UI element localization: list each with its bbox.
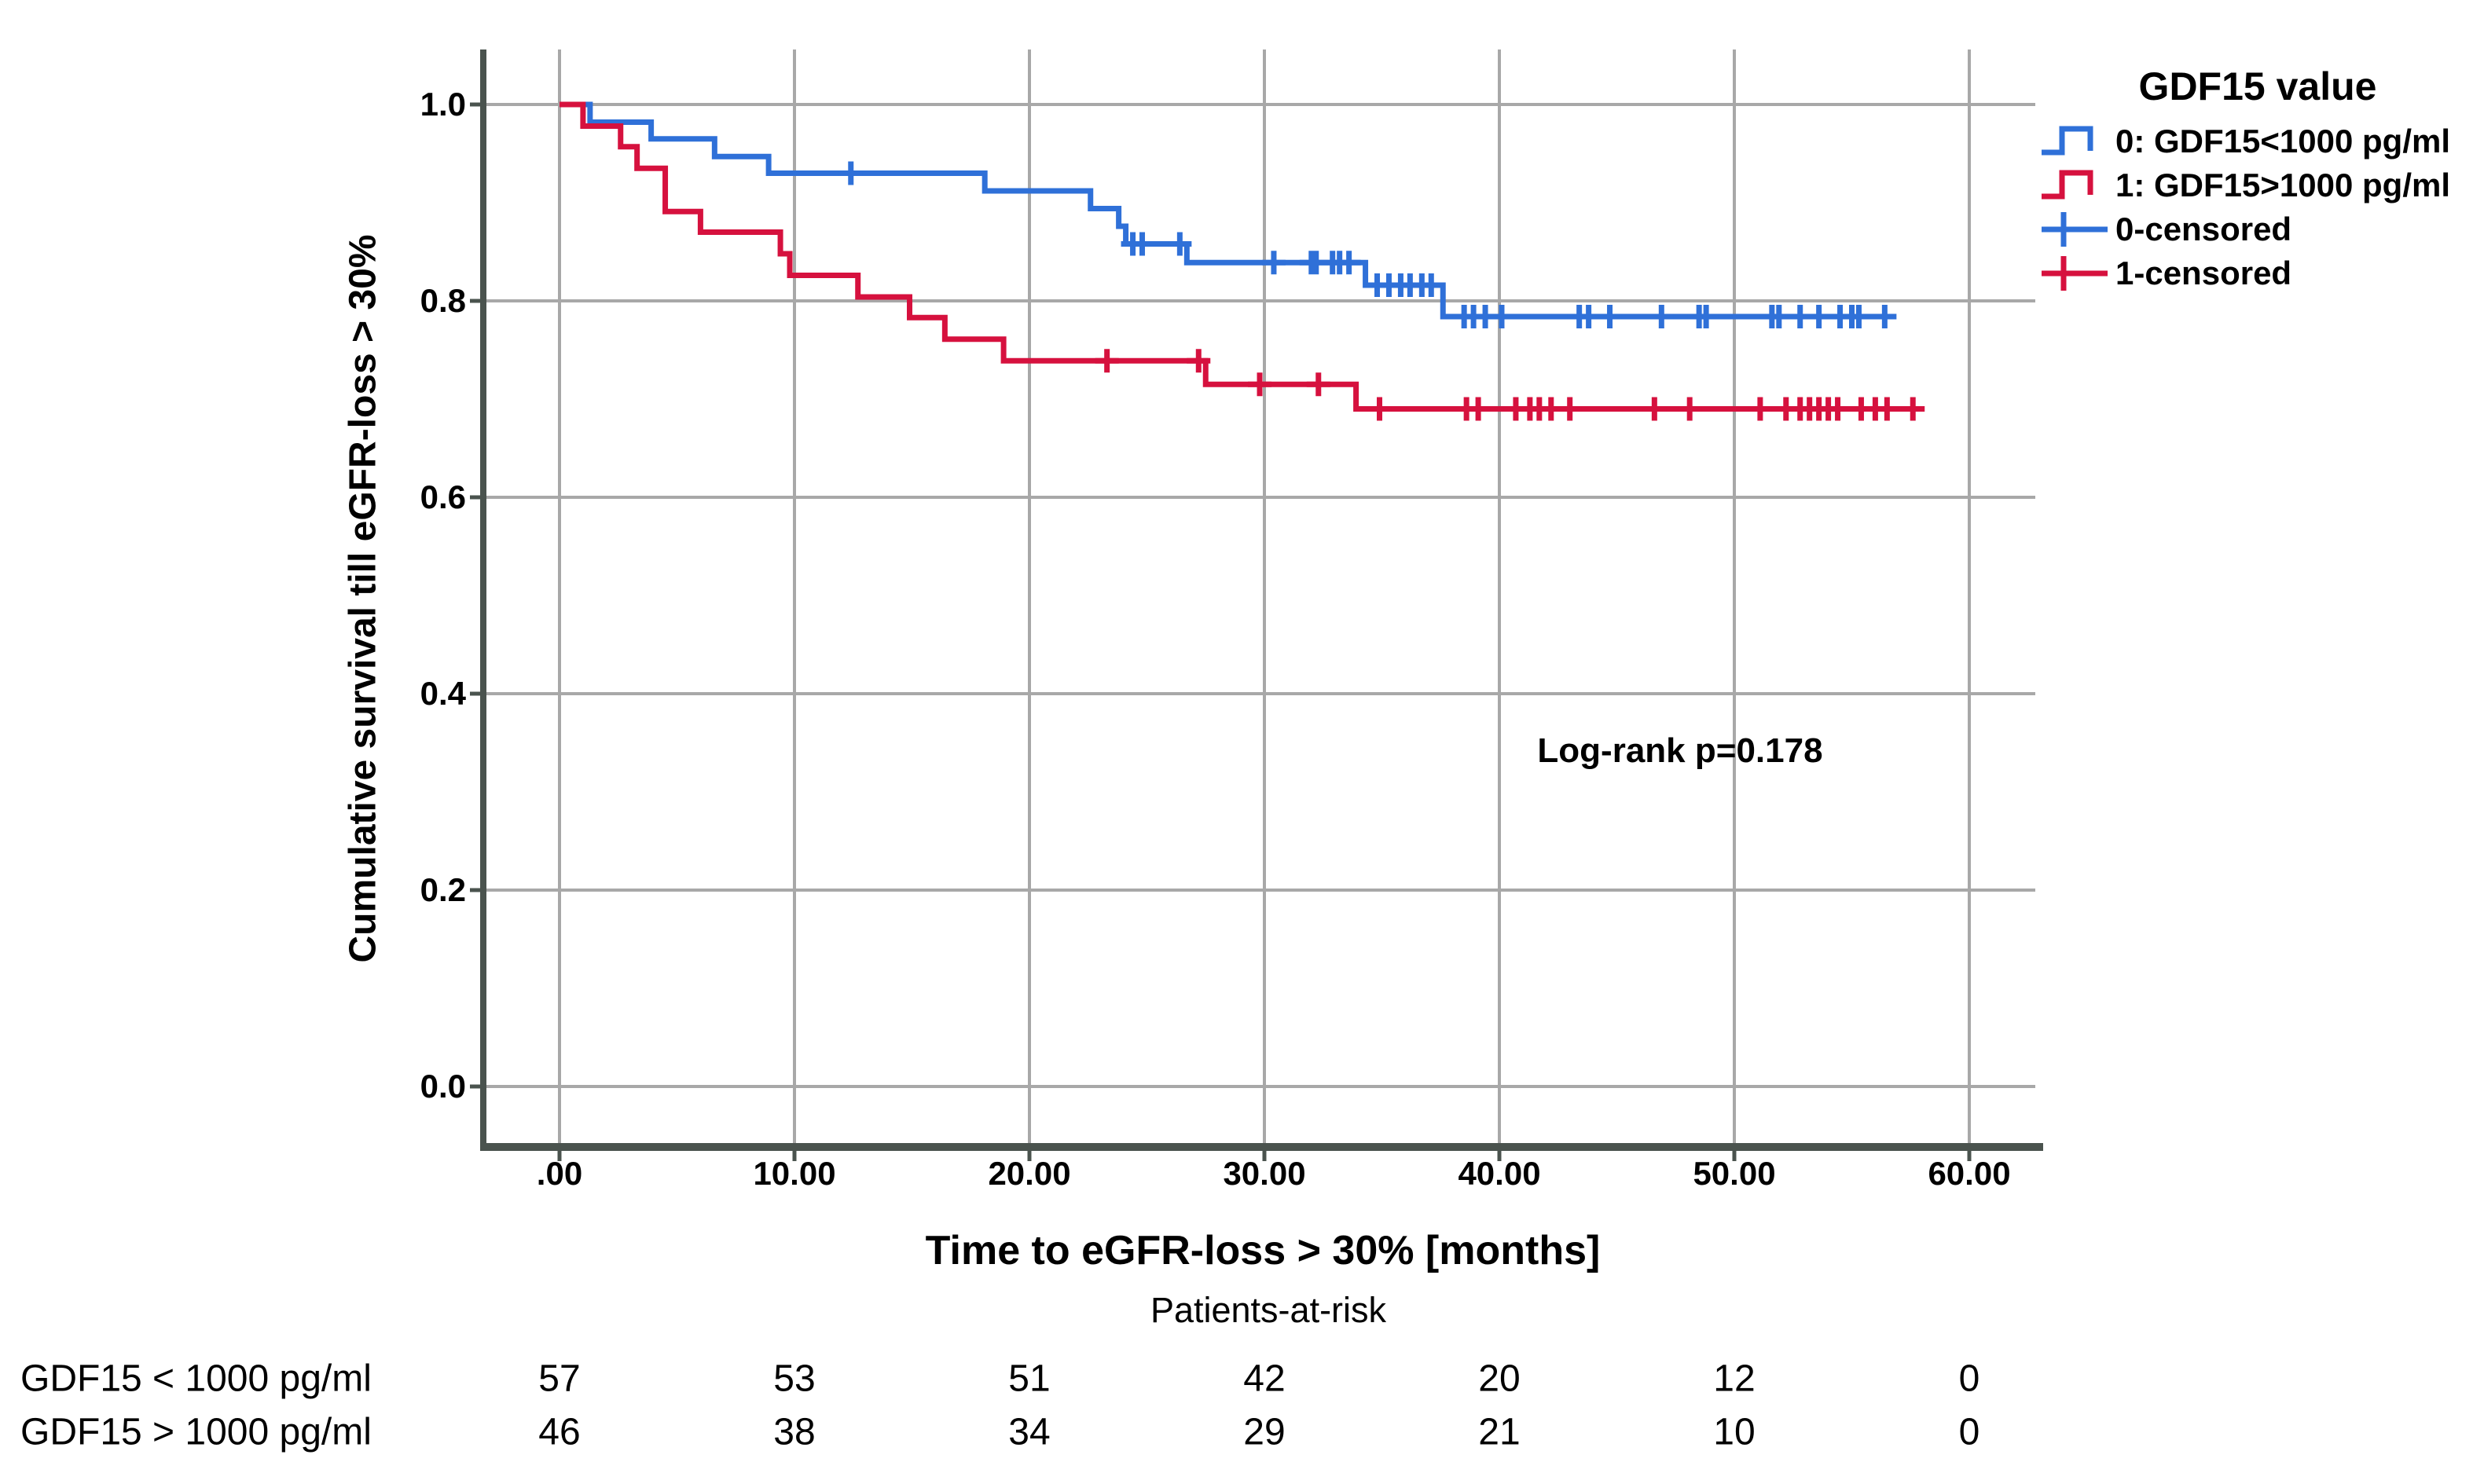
legend-entry: 1: GDF15>1000 pg/ml — [2027, 163, 2484, 207]
y-tick-label: 0.0 — [420, 1068, 466, 1105]
legend-entry-label: 1: GDF15>1000 pg/ml — [2115, 167, 2451, 203]
at-risk-count: 46 — [538, 1411, 581, 1453]
x-tick-label: 30.00 — [1223, 1155, 1306, 1192]
at-risk-count: 10 — [1713, 1411, 1756, 1453]
x-tick-label: 50.00 — [1693, 1155, 1776, 1192]
legend-censor-plus-icon — [2042, 256, 2108, 291]
legend-entries: 0: GDF15<1000 pg/ml 1: GDF15>1000 pg/ml 0-… — [2027, 119, 2484, 295]
y-tick-label: 0.4 — [420, 675, 466, 712]
legend-entry-label: 1-censored — [2115, 255, 2292, 291]
survival-curve-0 — [560, 101, 1895, 320]
legend-step-line-icon — [2042, 126, 2093, 156]
legend-entry: 0: GDF15<1000 pg/ml — [2027, 119, 2484, 163]
at-risk-count: 12 — [1713, 1358, 1756, 1400]
x-axis-title: Time to eGFR-loss > 30% [months] — [925, 1228, 1601, 1273]
x-tick-label: 10.00 — [753, 1155, 836, 1192]
censor-marks-0 — [838, 161, 1897, 328]
y-tick-label: 0.8 — [420, 282, 466, 319]
at-risk-count: 0 — [1958, 1411, 1980, 1453]
y-axis-title: Cumulative survival till eGFR-loss > 30% — [342, 234, 384, 963]
at-risk-count: 21 — [1478, 1411, 1521, 1453]
at-risk-count: 34 — [1008, 1411, 1051, 1453]
x-tick-label: .00 — [536, 1155, 583, 1192]
legend-entry-label: 0-censored — [2115, 211, 2292, 247]
x-tick-label: 20.00 — [988, 1155, 1071, 1192]
legend-title: GDF15 value — [2138, 64, 2377, 108]
at-risk-count: 20 — [1478, 1358, 1521, 1400]
legend-entry: 0-censored — [2027, 207, 2484, 251]
x-tick-label: 40.00 — [1458, 1155, 1541, 1192]
y-tick-label: 0.6 — [420, 478, 466, 515]
legend-step-line-icon — [2042, 170, 2093, 200]
log-rank-annotation: Log-rank p=0.178 — [1537, 731, 1823, 770]
survival-curve-1 — [560, 101, 1921, 412]
at-risk-count: 38 — [773, 1411, 816, 1453]
at-risk-count: 57 — [538, 1358, 581, 1400]
at-risk-count: 51 — [1008, 1358, 1051, 1400]
legend-entry: 1-censored — [2027, 251, 2484, 295]
legend-entry-label: 0: GDF15<1000 pg/ml — [2115, 123, 2451, 159]
y-tick-label: 0.2 — [420, 871, 466, 908]
at-risk-row-label: GDF15 > 1000 pg/ml — [20, 1411, 372, 1453]
legend: GDF15 value 0: GDF15<1000 pg/ml 1: GDF15>… — [2027, 66, 2484, 295]
legend-censor-plus-icon — [2042, 212, 2108, 247]
at-risk-row-label: GDF15 < 1000 pg/ml — [20, 1358, 372, 1400]
y-tick-label: 1.0 — [420, 86, 466, 123]
at-risk-count: 29 — [1243, 1411, 1286, 1453]
patients-at-risk-heading: Patients-at-risk — [1150, 1290, 1387, 1330]
at-risk-count: 53 — [773, 1358, 816, 1400]
censor-marks-1 — [1095, 349, 1925, 421]
at-risk-count: 42 — [1243, 1358, 1286, 1400]
at-risk-count: 0 — [1958, 1358, 1980, 1400]
x-tick-label: 60.00 — [1928, 1155, 2011, 1192]
